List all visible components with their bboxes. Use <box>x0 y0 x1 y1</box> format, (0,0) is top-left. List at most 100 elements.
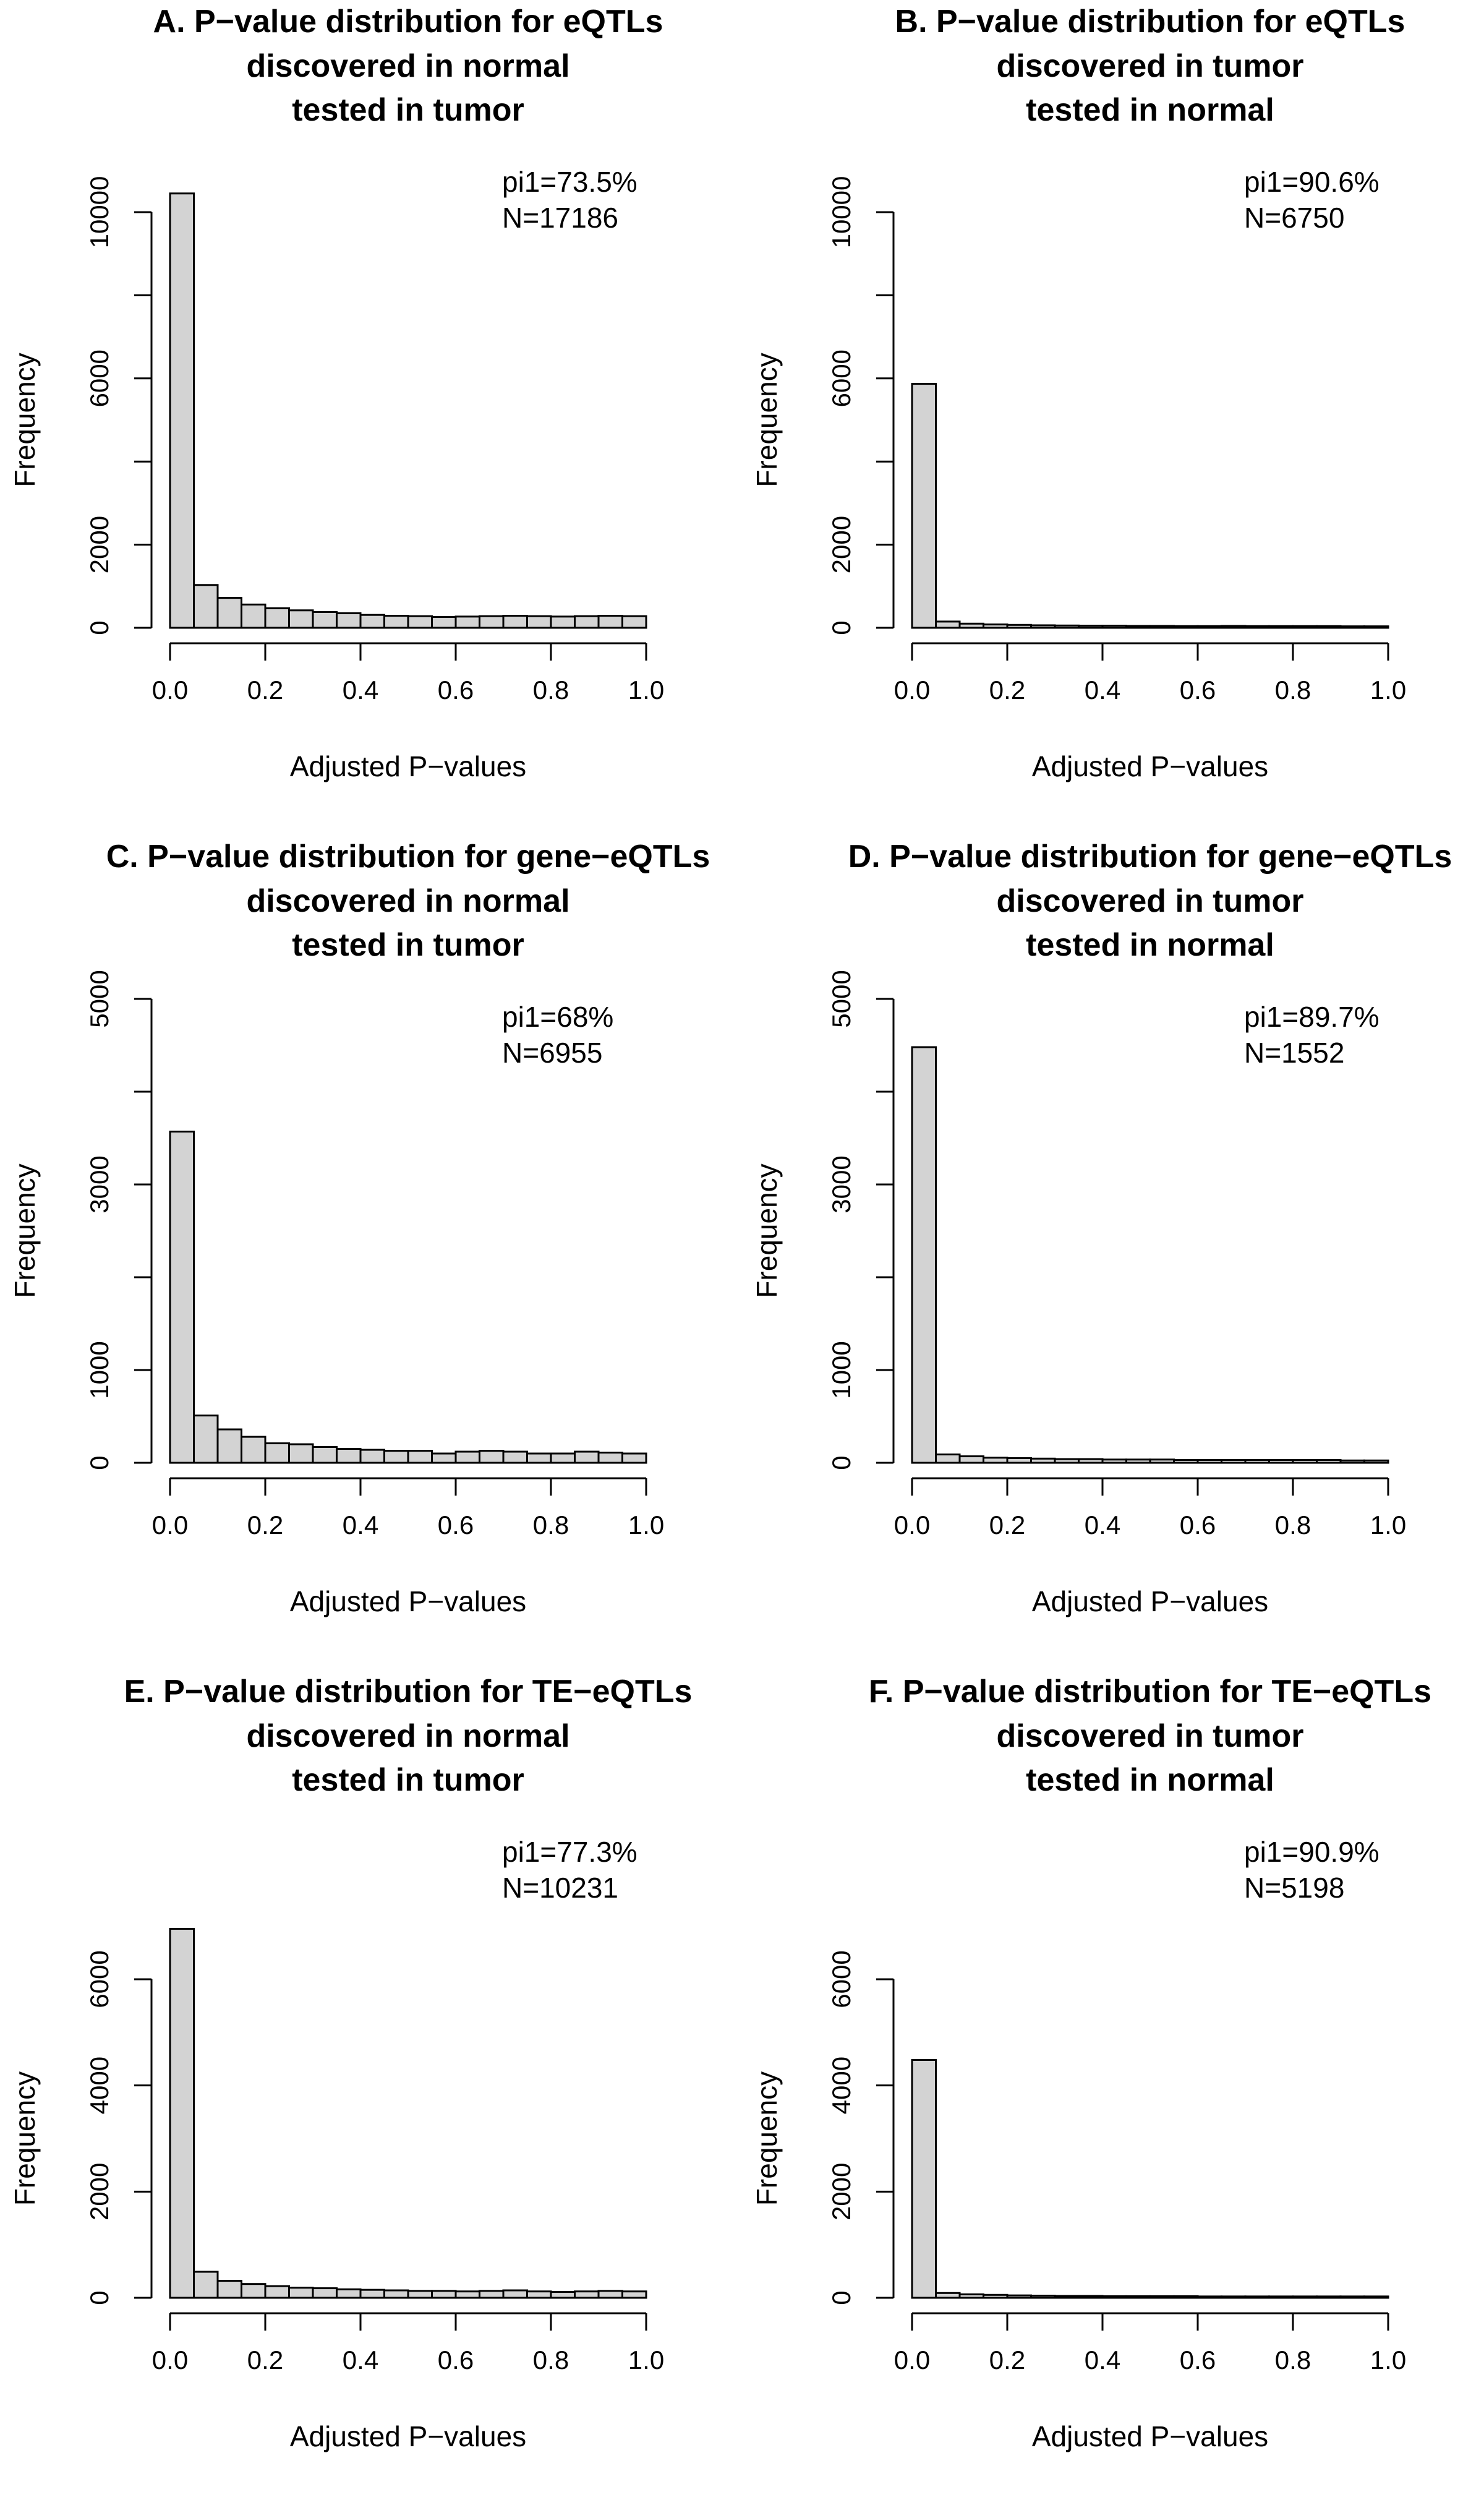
histogram-bar <box>621 2290 647 2299</box>
x-tick-label: 0.4 <box>1085 2345 1120 2374</box>
histogram-bar <box>454 1450 480 1464</box>
panel-title-line: tested in tumor <box>292 1762 524 1798</box>
histogram-bar <box>1006 1457 1032 1464</box>
n-annotation: N=6955 <box>502 1037 602 1069</box>
histogram-bar <box>574 1450 600 1464</box>
x-axis-label: Adjusted P−values <box>1032 1585 1268 1617</box>
histogram-bar <box>1054 1458 1080 1464</box>
y-tick-label: 10000 <box>827 176 856 249</box>
x-tick-label: 1.0 <box>1370 675 1406 704</box>
n-annotation: N=1552 <box>1244 1037 1344 1069</box>
panel-title-line: tested in normal <box>1026 927 1274 963</box>
histogram-panel-a: A. P−value distribution for eQTLs discove… <box>9 4 664 782</box>
histogram-bar <box>431 2290 457 2299</box>
histogram-bar <box>526 615 552 629</box>
x-tick-label: 0.4 <box>343 1510 378 1539</box>
pi1-annotation: pi1=68% <box>502 1001 613 1033</box>
histogram-bar <box>1221 1459 1247 1464</box>
histogram-bar <box>911 1046 937 1464</box>
y-tick-label: 0 <box>827 2290 856 2305</box>
histogram-bar <box>1030 1457 1056 1464</box>
y-tick-label: 4000 <box>827 2057 856 2114</box>
histogram-bar <box>216 1428 242 1464</box>
histogram-bar <box>169 1927 195 2299</box>
x-tick-label: 0.8 <box>533 675 569 704</box>
histogram-bar <box>1316 1459 1342 1464</box>
x-tick-label: 0.0 <box>152 1510 188 1539</box>
histogram-bar <box>1339 625 1365 629</box>
x-tick-label: 0.6 <box>1180 2345 1216 2374</box>
histogram-bar <box>407 2290 433 2299</box>
histogram-bar <box>1054 624 1080 629</box>
y-tick-label: 0 <box>827 620 856 635</box>
x-tick-label: 0.4 <box>343 675 378 704</box>
histogram-bar <box>1149 625 1175 629</box>
histogram-bar <box>431 1452 457 1464</box>
y-tick-label: 2000 <box>85 516 114 573</box>
histogram-bar <box>479 1450 505 1464</box>
histogram-bar <box>1292 625 1318 629</box>
histogram-bar <box>336 1448 362 1464</box>
histogram-bar <box>336 2288 362 2299</box>
histogram-bar <box>288 609 314 629</box>
histogram-bar <box>1268 625 1294 629</box>
histogram-bar <box>1292 2295 1318 2299</box>
y-tick-label: 1000 <box>827 1341 856 1398</box>
histogram-bar <box>1268 2295 1294 2299</box>
histogram-bar <box>1149 2295 1175 2299</box>
histogram-bar <box>1244 625 1270 629</box>
x-tick-label: 0.6 <box>438 2345 474 2374</box>
x-tick-label: 0.6 <box>438 1510 474 1539</box>
histogram-panel-c: C. P−value distribution for gene−eQTLs di… <box>9 839 710 1617</box>
x-tick-label: 0.0 <box>894 2345 930 2374</box>
y-tick-label: 1000 <box>85 1341 114 1398</box>
histogram-bar <box>1173 1459 1199 1464</box>
x-tick-label: 1.0 <box>628 2345 664 2374</box>
histogram-panel-d: D. P−value distribution for gene−eQTLs di… <box>751 839 1452 1617</box>
histogram-bar <box>1125 625 1151 629</box>
histogram-bar <box>574 615 600 629</box>
histogram-bar <box>621 615 647 629</box>
y-tick-label: 0 <box>85 1455 114 1470</box>
x-tick-label: 0.2 <box>247 675 283 704</box>
panel-title-line: E. P−value distribution for TE−eQTLs <box>124 1674 693 1710</box>
histogram-bar <box>216 597 242 629</box>
histogram-bar <box>241 603 267 629</box>
histogram-bar <box>1006 623 1032 629</box>
histogram-bar <box>1149 1458 1175 1464</box>
histogram-bar <box>1054 2295 1080 2299</box>
panel-title-line: discovered in tumor <box>997 48 1304 84</box>
y-axis-label: Frequency <box>9 1163 41 1298</box>
x-tick-label: 1.0 <box>1370 2345 1406 2374</box>
histogram-bar <box>911 2058 937 2299</box>
histogram-bar <box>454 2290 480 2299</box>
histogram-bar <box>935 620 961 629</box>
x-tick-label: 0.2 <box>989 1510 1025 1539</box>
histogram-bar <box>193 2271 219 2299</box>
y-tick-label: 6000 <box>827 349 856 407</box>
y-tick-label: 0 <box>85 2290 114 2305</box>
histogram-panel-f: F. P−value distribution for TE−eQTLs disc… <box>751 1674 1431 2452</box>
histogram-bar <box>550 615 576 629</box>
y-tick-label: 10000 <box>85 176 114 249</box>
panel-title-line: B. P−value distribution for eQTLs <box>895 4 1405 40</box>
y-tick-label: 6000 <box>85 1950 114 2008</box>
y-tick-label: 5000 <box>85 970 114 1027</box>
y-tick-label: 2000 <box>85 2163 114 2220</box>
histogram-bar <box>383 1450 409 1464</box>
histogram-bar <box>1196 2295 1222 2299</box>
histogram-bar <box>597 1452 623 1464</box>
y-axis-label: Frequency <box>751 1163 783 1298</box>
y-tick-label: 5000 <box>827 970 856 1027</box>
histogram-bar <box>574 2290 600 2299</box>
panel-title-line: tested in normal <box>1026 1762 1274 1798</box>
x-tick-label: 0.0 <box>894 1510 930 1539</box>
y-tick-label: 2000 <box>827 2163 856 2220</box>
histogram-bar <box>407 1450 433 1464</box>
x-tick-label: 0.6 <box>438 675 474 704</box>
histogram-bar <box>1196 625 1222 629</box>
histogram-bar <box>288 2287 314 2299</box>
histogram-bar <box>597 2290 623 2299</box>
x-tick-label: 0.4 <box>1085 675 1120 704</box>
panel-title-line: C. P−value distribution for gene−eQTLs <box>106 839 710 875</box>
